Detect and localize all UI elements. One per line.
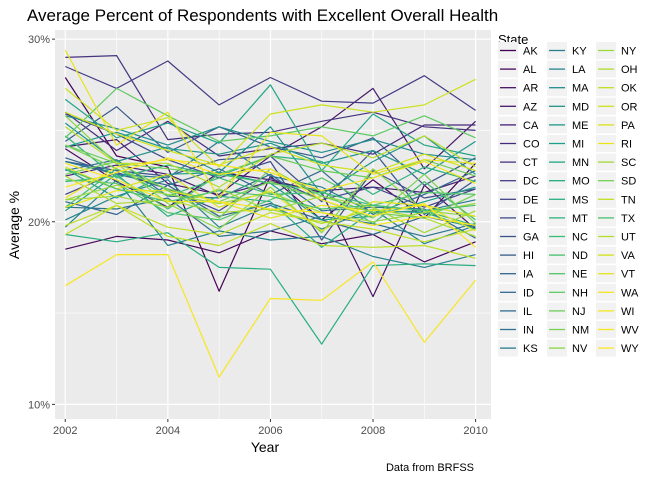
legend-label: WY xyxy=(621,343,639,355)
y-tick-label: 20% xyxy=(28,217,50,229)
legend-label: OK xyxy=(621,83,638,95)
legend-label: KS xyxy=(523,343,538,355)
legend-label: NM xyxy=(572,325,589,337)
series-line-ut xyxy=(64,126,476,188)
x-axis-title: Year xyxy=(251,439,280,455)
y-axis-ticks: 10% 20% 30% xyxy=(28,34,55,411)
legend-label: OH xyxy=(621,64,638,76)
x-tick-label: 2006 xyxy=(258,425,282,437)
legend-label: WV xyxy=(621,325,639,337)
legend-label: NV xyxy=(572,343,588,355)
series-line-wv xyxy=(64,254,477,378)
legend-label: NE xyxy=(572,269,587,281)
legend-label: IN xyxy=(523,325,534,337)
legend-label: RI xyxy=(621,139,632,151)
legend-label: NJ xyxy=(572,306,585,318)
y-axis-title: Average % xyxy=(6,191,22,259)
x-axis-ticks: 2002 2004 2006 2008 2010 xyxy=(53,419,488,437)
legend-label: KY xyxy=(572,46,587,58)
series-line-wa xyxy=(64,159,476,199)
legend-label: ID xyxy=(523,287,534,299)
series-line-nm xyxy=(65,144,477,225)
legend-label: WA xyxy=(621,287,639,299)
series-line-nh xyxy=(64,87,476,142)
legend-label: TN xyxy=(621,194,636,206)
series-line-nv xyxy=(64,115,476,234)
series-line-tn xyxy=(65,204,476,243)
x-tick-label: 2004 xyxy=(156,425,180,437)
legend-label: WI xyxy=(621,306,634,318)
x-tick-label: 2002 xyxy=(53,425,77,437)
x-tick-label: 2008 xyxy=(361,425,385,437)
legend-label: GA xyxy=(523,232,540,244)
legend: AK AL AR AZ CA CO CT DC DE FL GA HI IA ID IL IN KS KY LA MA… xyxy=(498,42,639,357)
legend-label: HI xyxy=(523,250,534,262)
series-line-dc xyxy=(65,60,476,111)
legend-label: CO xyxy=(523,139,540,151)
series-line-wy xyxy=(65,157,476,248)
series-line-ms xyxy=(65,232,476,345)
legend-label: DC xyxy=(523,176,539,188)
legend-label: MS xyxy=(572,194,589,206)
chart-caption: Data from BRFSS xyxy=(386,462,474,474)
legend-label: CT xyxy=(523,157,538,169)
legend-label: NH xyxy=(572,287,588,299)
series-line-wi xyxy=(65,162,476,226)
series-line-vt xyxy=(64,49,476,199)
legend-label: FL xyxy=(523,213,536,225)
series-line-sc xyxy=(65,188,476,234)
legend-label: VT xyxy=(621,269,635,281)
legend-label: AZ xyxy=(523,101,537,113)
series-line-ok xyxy=(65,204,476,259)
series-line-tx xyxy=(65,168,476,212)
series-line-md xyxy=(64,122,476,195)
legend-label: CA xyxy=(523,120,539,132)
legend-label: MD xyxy=(572,101,589,113)
legend-label: IA xyxy=(523,269,534,281)
x-tick-label: 2010 xyxy=(463,425,487,437)
legend-label: VA xyxy=(621,250,636,262)
series-line-mn xyxy=(64,84,476,172)
legend-label: TX xyxy=(621,213,636,225)
legend-label: MN xyxy=(572,157,589,169)
legend-label: MI xyxy=(572,139,584,151)
legend-label: OR xyxy=(621,101,638,113)
legend-label: MA xyxy=(572,83,589,95)
legend-label: AL xyxy=(523,64,536,76)
series-line-or xyxy=(64,78,476,168)
y-tick-label: 10% xyxy=(28,399,50,411)
legend-label: ND xyxy=(572,250,588,262)
legend-label: MO xyxy=(572,176,590,188)
series-line-ri xyxy=(65,190,476,232)
legend-label: SC xyxy=(621,157,636,169)
legend-label: ME xyxy=(572,120,589,132)
series-line-pa xyxy=(65,166,476,232)
legend-label: AK xyxy=(523,46,538,58)
legend-label: UT xyxy=(621,232,636,244)
series-lines xyxy=(64,49,477,378)
legend-label: PA xyxy=(621,120,636,132)
legend-label: DE xyxy=(523,194,538,206)
legend-label: MT xyxy=(572,213,588,225)
legend-label: NY xyxy=(621,46,637,58)
legend-label: IL xyxy=(523,306,532,318)
legend-label: SD xyxy=(621,176,636,188)
legend-label: LA xyxy=(572,64,586,76)
y-tick-label: 30% xyxy=(28,34,50,46)
chart-title: Average Percent of Respondents with Exce… xyxy=(27,6,498,25)
legend-label: AR xyxy=(523,83,538,95)
legend-label: NC xyxy=(572,232,588,244)
series-line-va xyxy=(65,111,476,174)
gridlines xyxy=(55,30,491,419)
